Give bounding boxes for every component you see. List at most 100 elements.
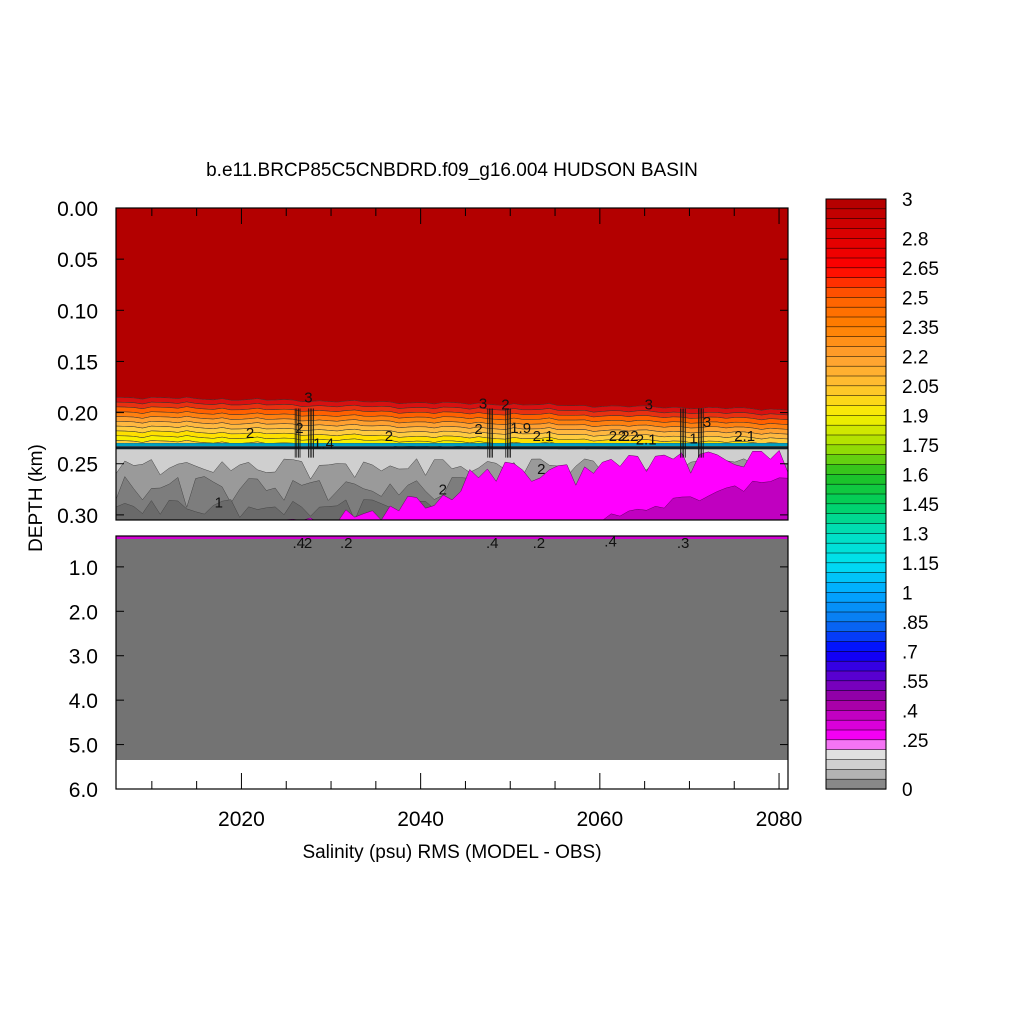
deep-ocean-field bbox=[116, 538, 788, 760]
colorbar-band bbox=[825, 356, 887, 367]
x-tick-label: 2040 bbox=[397, 808, 444, 831]
lower-panel-frame bbox=[115, 535, 789, 790]
colorbar-tick-label: 1.3 bbox=[902, 524, 928, 545]
upper-panel bbox=[116, 208, 788, 520]
transition-band bbox=[116, 443, 788, 447]
upper-contour-lines bbox=[294, 408, 704, 458]
colorbar-band bbox=[825, 434, 887, 446]
colorbar-band bbox=[825, 228, 887, 239]
colorbar-band bbox=[825, 316, 887, 328]
colorbar-tick-label: 1.15 bbox=[902, 554, 939, 575]
colorbar-band bbox=[825, 218, 887, 230]
contour-label: .4 bbox=[486, 535, 499, 552]
colorbar-labels: 3 2.8 2.65 2.5 2.35 2.2 2.05 1.9 1.75 1.6 1.45 1.3 1… bbox=[902, 190, 939, 801]
colorbar-band bbox=[825, 739, 887, 751]
colorbar-band bbox=[825, 601, 887, 613]
surface-high-rms-band bbox=[116, 208, 788, 411]
colorbar-tick-label: 0 bbox=[902, 780, 913, 801]
colorbar-tick-label: .85 bbox=[902, 613, 928, 634]
colorbar-band bbox=[825, 759, 887, 770]
colorbar-band bbox=[825, 415, 887, 426]
colorbar-band bbox=[825, 277, 887, 289]
colorbar-band bbox=[825, 542, 887, 554]
colorbar-band bbox=[825, 247, 887, 259]
colorbar-tick-label: 1.75 bbox=[902, 436, 939, 457]
colorbar-band bbox=[825, 533, 887, 544]
upper-y-axis: 0.00 0.05 0.10 0.15 0.20 0.25 0.30 bbox=[57, 198, 788, 528]
deep-magenta-region bbox=[116, 449, 788, 520]
colorbar-band bbox=[825, 582, 887, 593]
colorbar-band bbox=[825, 660, 887, 672]
colorbar-band bbox=[825, 690, 887, 702]
y-tick-label: 1.0 bbox=[69, 557, 98, 580]
contour-label: 2 bbox=[295, 420, 303, 437]
x-tick-label: 2020 bbox=[218, 808, 265, 831]
colorbar-band bbox=[825, 424, 887, 436]
colorbar-band bbox=[825, 729, 887, 741]
upper-contour-bands bbox=[116, 208, 788, 520]
y-tick-label: 0.15 bbox=[57, 351, 98, 374]
y-tick-label: 6.0 bbox=[69, 779, 98, 802]
contour-label: 1.9 bbox=[510, 420, 531, 437]
colorbar-band bbox=[825, 454, 887, 466]
contour-label: 2.1 bbox=[734, 428, 755, 445]
colorbar bbox=[825, 198, 887, 790]
transition-band bbox=[116, 446, 788, 450]
contour-label: 2 bbox=[439, 481, 447, 498]
colorbar-band bbox=[825, 336, 887, 348]
colorbar-tick-label: 2.35 bbox=[902, 318, 939, 339]
colorbar-band bbox=[825, 287, 887, 298]
colorbar-tick-label: 1.9 bbox=[902, 406, 928, 427]
colorbar-band bbox=[825, 651, 887, 662]
contour-label: 3 bbox=[703, 414, 711, 431]
contour-label: 2 bbox=[385, 428, 393, 445]
lower-contour-labels: .4.2.4.2.4.3.2 bbox=[293, 533, 690, 552]
contour-label: 3 bbox=[304, 389, 312, 406]
colorbar-band bbox=[825, 326, 887, 338]
colorbar-band bbox=[825, 749, 887, 761]
colorbar-band bbox=[825, 719, 887, 731]
colorbar-band bbox=[825, 464, 887, 475]
colorbar-band bbox=[825, 297, 887, 308]
colorbar-tick-label: .7 bbox=[902, 642, 918, 663]
colorbar-tick-label: .55 bbox=[902, 672, 928, 693]
colorbar-band bbox=[825, 680, 887, 692]
contour-label: 2 bbox=[537, 461, 545, 478]
colorbar-band bbox=[825, 346, 887, 357]
lower-y-axis: 1.0 2.0 3.0 4.0 5.0 6.0 bbox=[69, 557, 788, 802]
colorbar-band bbox=[825, 641, 887, 652]
colorbar-band bbox=[825, 769, 887, 780]
surface-magenta-band bbox=[116, 536, 788, 539]
colorbar-band bbox=[825, 365, 887, 377]
y-tick-label: 4.0 bbox=[69, 690, 98, 713]
y-tick-label: 0.05 bbox=[57, 249, 98, 272]
y-tick-label: 0.25 bbox=[57, 454, 98, 477]
contour-label: 2.1 bbox=[533, 428, 554, 445]
colorbar-band bbox=[825, 493, 887, 505]
colorbar-band bbox=[825, 631, 887, 643]
colorbar-band bbox=[825, 395, 887, 407]
colorbar-tick-label: 2.5 bbox=[902, 288, 928, 309]
contour-label: 1 bbox=[689, 430, 697, 447]
colorbar-tick-label: 2.2 bbox=[902, 347, 928, 368]
colorbar-band bbox=[825, 267, 887, 279]
x-tick-label: 2080 bbox=[756, 808, 803, 831]
contour-label: .3 bbox=[677, 535, 690, 552]
colorbar-band bbox=[825, 238, 887, 249]
y-tick-label: 0.10 bbox=[57, 300, 98, 323]
chart-title: b.e11.BRCP85C5CNBDRD.f09_g16.004 HUDSON … bbox=[206, 160, 698, 181]
colorbar-band bbox=[825, 513, 887, 525]
contour-label: .2 bbox=[300, 535, 313, 552]
colorbar-band bbox=[825, 552, 887, 564]
y-axis-label: DEPTH (km) bbox=[26, 444, 47, 552]
colorbar-band bbox=[825, 700, 887, 711]
colorbar-band bbox=[825, 670, 887, 682]
deep-magenta-dark-region bbox=[116, 477, 788, 520]
contour-label: 1 bbox=[215, 495, 223, 512]
colorbar-band bbox=[825, 198, 887, 210]
colorbar-tick-label: 2.65 bbox=[902, 259, 939, 280]
contour-label: 3 bbox=[479, 396, 487, 413]
colorbar-band bbox=[825, 474, 887, 485]
y-tick-label: 0.20 bbox=[57, 403, 98, 426]
